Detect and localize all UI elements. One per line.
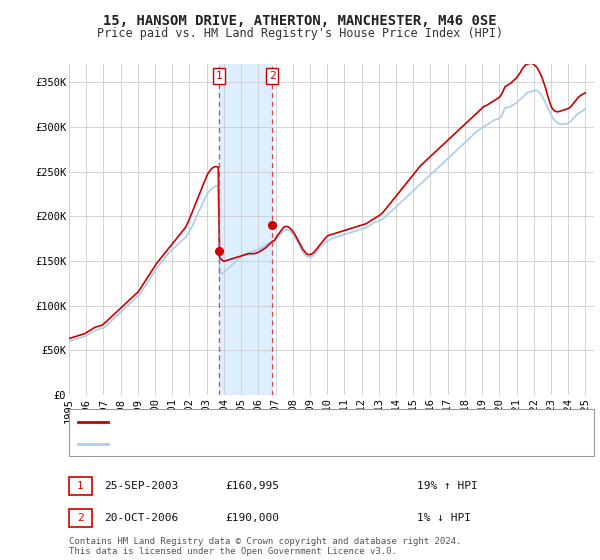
Text: 25-SEP-2003: 25-SEP-2003 [104, 482, 178, 491]
Text: 1% ↓ HPI: 1% ↓ HPI [417, 514, 471, 523]
Text: £190,000: £190,000 [225, 514, 279, 523]
Text: Contains HM Land Registry data © Crown copyright and database right 2024.
This d: Contains HM Land Registry data © Crown c… [69, 537, 461, 557]
Text: 20-OCT-2006: 20-OCT-2006 [104, 514, 178, 523]
Text: 1: 1 [77, 482, 84, 491]
Text: 15, HANSOM DRIVE, ATHERTON, MANCHESTER, M46 0SE: 15, HANSOM DRIVE, ATHERTON, MANCHESTER, … [103, 14, 497, 28]
Text: 2: 2 [77, 514, 84, 523]
Text: 2: 2 [269, 71, 275, 81]
Text: HPI: Average price, detached house, Wigan: HPI: Average price, detached house, Wiga… [114, 438, 355, 449]
Text: Price paid vs. HM Land Registry's House Price Index (HPI): Price paid vs. HM Land Registry's House … [97, 27, 503, 40]
Text: 15, HANSOM DRIVE, ATHERTON, MANCHESTER, M46 0SE (detached house): 15, HANSOM DRIVE, ATHERTON, MANCHESTER, … [114, 417, 490, 427]
Text: £160,995: £160,995 [225, 482, 279, 491]
Text: 19% ↑ HPI: 19% ↑ HPI [417, 482, 478, 491]
Text: 1: 1 [216, 71, 223, 81]
Bar [219, 64, 272, 395]
